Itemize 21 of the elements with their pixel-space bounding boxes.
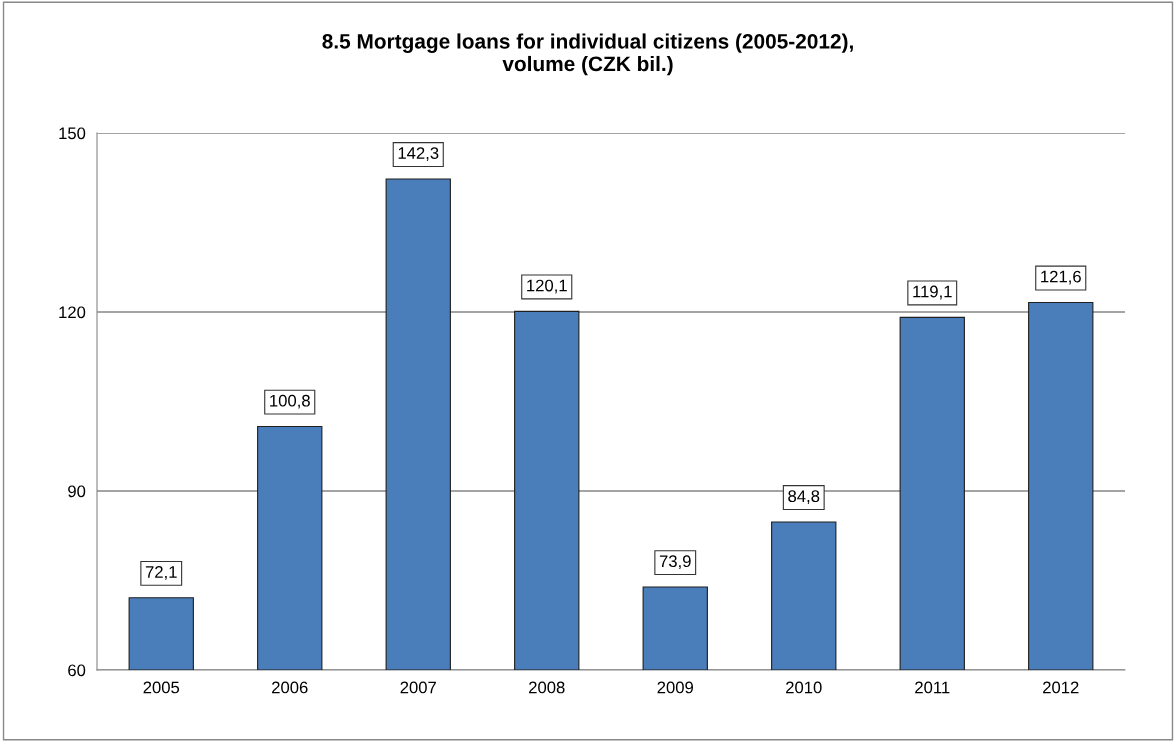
- x-tick-label: 2012: [1043, 681, 1079, 694]
- x-tick-label: 2011: [915, 681, 950, 694]
- x-tick-label: 2009: [657, 681, 693, 694]
- y-tick-label: 90: [68, 485, 86, 498]
- y-tick-label: 150: [59, 127, 86, 140]
- chart-title: 8.5 Mortgage loans for individual citizens (2005-2012), volume (CZK bil.): [322, 33, 853, 76]
- y-tick-label: 120: [59, 306, 86, 319]
- x-tick-label: 2010: [786, 681, 822, 694]
- x-tick-label: 2005: [143, 681, 180, 694]
- data-label: 84,8: [788, 490, 820, 505]
- x-tick-label: 2008: [529, 681, 565, 694]
- data-label: 119,1: [913, 285, 952, 300]
- y-tick-label: 60: [68, 664, 86, 677]
- data-label: 73,9: [659, 555, 691, 570]
- x-tick-label: 2007: [400, 681, 436, 694]
- data-label: 120,1: [527, 279, 567, 294]
- data-label: 121,6: [1041, 270, 1081, 285]
- data-label: 142,3: [398, 147, 439, 161]
- x-tick-label: 2006: [272, 681, 308, 694]
- data-label: 72,1: [145, 566, 177, 580]
- data-label: 100,8: [270, 394, 310, 409]
